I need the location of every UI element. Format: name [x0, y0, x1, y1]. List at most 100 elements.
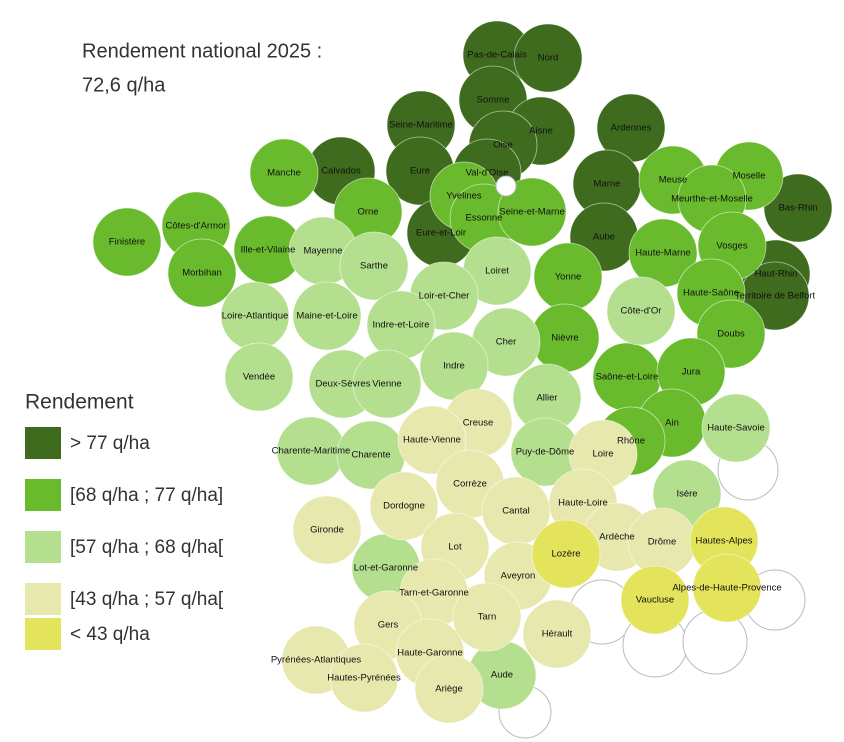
department-label: Aude	[491, 670, 513, 681]
department-label: Marne	[594, 179, 621, 190]
map-labels: Pas-de-Calais Nord Somme Seine-Maritime Aisn…	[109, 50, 818, 695]
department-label: Dordogne	[383, 501, 425, 512]
department-label: Haute-Marne	[635, 248, 690, 259]
department-area	[763, 173, 833, 243]
department-label: Manche	[267, 168, 301, 179]
department-label: Haute-Saône	[683, 288, 739, 299]
department-label: Nord	[538, 53, 559, 64]
department-label: Ille-et-Vilaine	[241, 245, 296, 256]
department-label: Alpes-de-Haute-Provence	[672, 583, 781, 594]
department-area	[352, 349, 422, 419]
title-line: Rendement national 2025 :	[82, 40, 322, 62]
department-label: Cantal	[502, 506, 529, 517]
department-label: Lozère	[551, 549, 580, 560]
department-label: Drôme	[648, 537, 677, 548]
department-label: Hautes-Alpes	[695, 536, 752, 547]
department-label: Puy-de-Dôme	[516, 447, 575, 458]
department-label: Deux-Sèvres	[316, 379, 371, 390]
department-label: Mayenne	[303, 246, 342, 257]
department-label: Haute-Loire	[558, 498, 608, 509]
department-area	[701, 393, 771, 463]
department-label: Ardennes	[611, 123, 652, 134]
legend-swatch	[25, 479, 61, 511]
department-label: Cher	[496, 337, 517, 348]
legend-title: Rendement	[25, 391, 134, 414]
department-label: Loire-Atlantique	[222, 311, 289, 322]
department-label: Aveyron	[501, 571, 536, 582]
legend-swatch	[25, 531, 61, 563]
department-label: Vaucluse	[636, 595, 674, 606]
department-label: Calvados	[321, 166, 361, 177]
map-areas	[92, 20, 833, 739]
department-label: Eure-et-Loir	[416, 228, 466, 239]
department-area	[522, 599, 592, 669]
department-label: Jura	[682, 367, 701, 378]
legend-label: [43 q/ha ; 57 q/ha[	[70, 589, 224, 610]
department-label: Charente-Maritime	[272, 446, 351, 457]
department-label: Indre	[443, 361, 465, 372]
department-area	[167, 238, 237, 308]
department-label: Charente	[351, 450, 390, 461]
department-label: Loir-et-Cher	[419, 291, 470, 302]
department-label: Vienne	[372, 379, 401, 390]
department-label: Lot	[448, 542, 462, 553]
department-area	[620, 565, 690, 635]
legend: > 77 q/ha [68 q/ha ; 77 q/ha] [57 q/ha ; 6…	[25, 427, 224, 650]
department-label: Maine-et-Loire	[296, 311, 357, 322]
department-label: Saône-et-Loire	[596, 372, 659, 383]
department-label: Gers	[378, 620, 399, 631]
department-area	[369, 471, 439, 541]
department-label: Haute-Vienne	[403, 435, 461, 446]
department-label: Ardèche	[599, 532, 634, 543]
department-label: Aisne	[529, 126, 553, 137]
department-label: Nièvre	[551, 333, 578, 344]
department-area	[414, 654, 484, 724]
department-label: Doubs	[717, 329, 745, 340]
department-area	[292, 495, 362, 565]
department-label: Rhône	[617, 436, 645, 447]
department-area	[513, 23, 583, 93]
department-label: Hautes-Pyrénées	[327, 673, 401, 684]
department-label: Orne	[357, 207, 378, 218]
department-label: Creuse	[463, 418, 494, 429]
department-label: Ariège	[435, 684, 462, 695]
department-area	[339, 231, 409, 301]
department-label: Haute-Savoie	[707, 423, 765, 434]
department-label: Val-d'Oise	[466, 168, 509, 179]
legend-swatch	[25, 618, 61, 650]
department-area	[497, 177, 567, 247]
department-label: Vendée	[243, 372, 275, 383]
department-label: Yvelines	[446, 191, 482, 202]
department-label: Oise	[493, 140, 513, 151]
department-label: Isère	[676, 489, 697, 500]
department-label: Bas-Rhin	[778, 203, 817, 214]
department-area	[531, 519, 601, 589]
department-label: Morbihan	[182, 268, 222, 279]
legend-swatch	[25, 427, 61, 459]
department-label: Aube	[593, 232, 615, 243]
department-label: Corrèze	[453, 479, 487, 490]
department-label: Indre-et-Loire	[372, 320, 429, 331]
department-label: Loiret	[485, 266, 509, 277]
legend-swatch	[25, 583, 61, 615]
department-area	[692, 553, 762, 623]
department-label: Lot-et-Garonne	[354, 563, 418, 574]
department-label: Meuse	[659, 175, 688, 186]
department-label: Finistère	[109, 237, 145, 248]
department-area	[606, 276, 676, 346]
department-label: Hérault	[542, 629, 573, 640]
paris-area	[495, 175, 517, 197]
department-area	[249, 138, 319, 208]
department-area	[224, 342, 294, 412]
department-label: Pyrénées-Atlantiques	[271, 655, 362, 666]
department-label: Seine-et-Marne	[499, 207, 564, 218]
department-label: Loire	[592, 449, 613, 460]
department-label: Haut-Rhin	[755, 269, 798, 280]
department-label: Sarthe	[360, 261, 388, 272]
department-label: Somme	[477, 95, 510, 106]
department-area	[329, 643, 399, 713]
department-label: Yonne	[555, 272, 582, 283]
department-label: Tarn	[478, 612, 496, 623]
department-label: Vosges	[716, 241, 747, 252]
